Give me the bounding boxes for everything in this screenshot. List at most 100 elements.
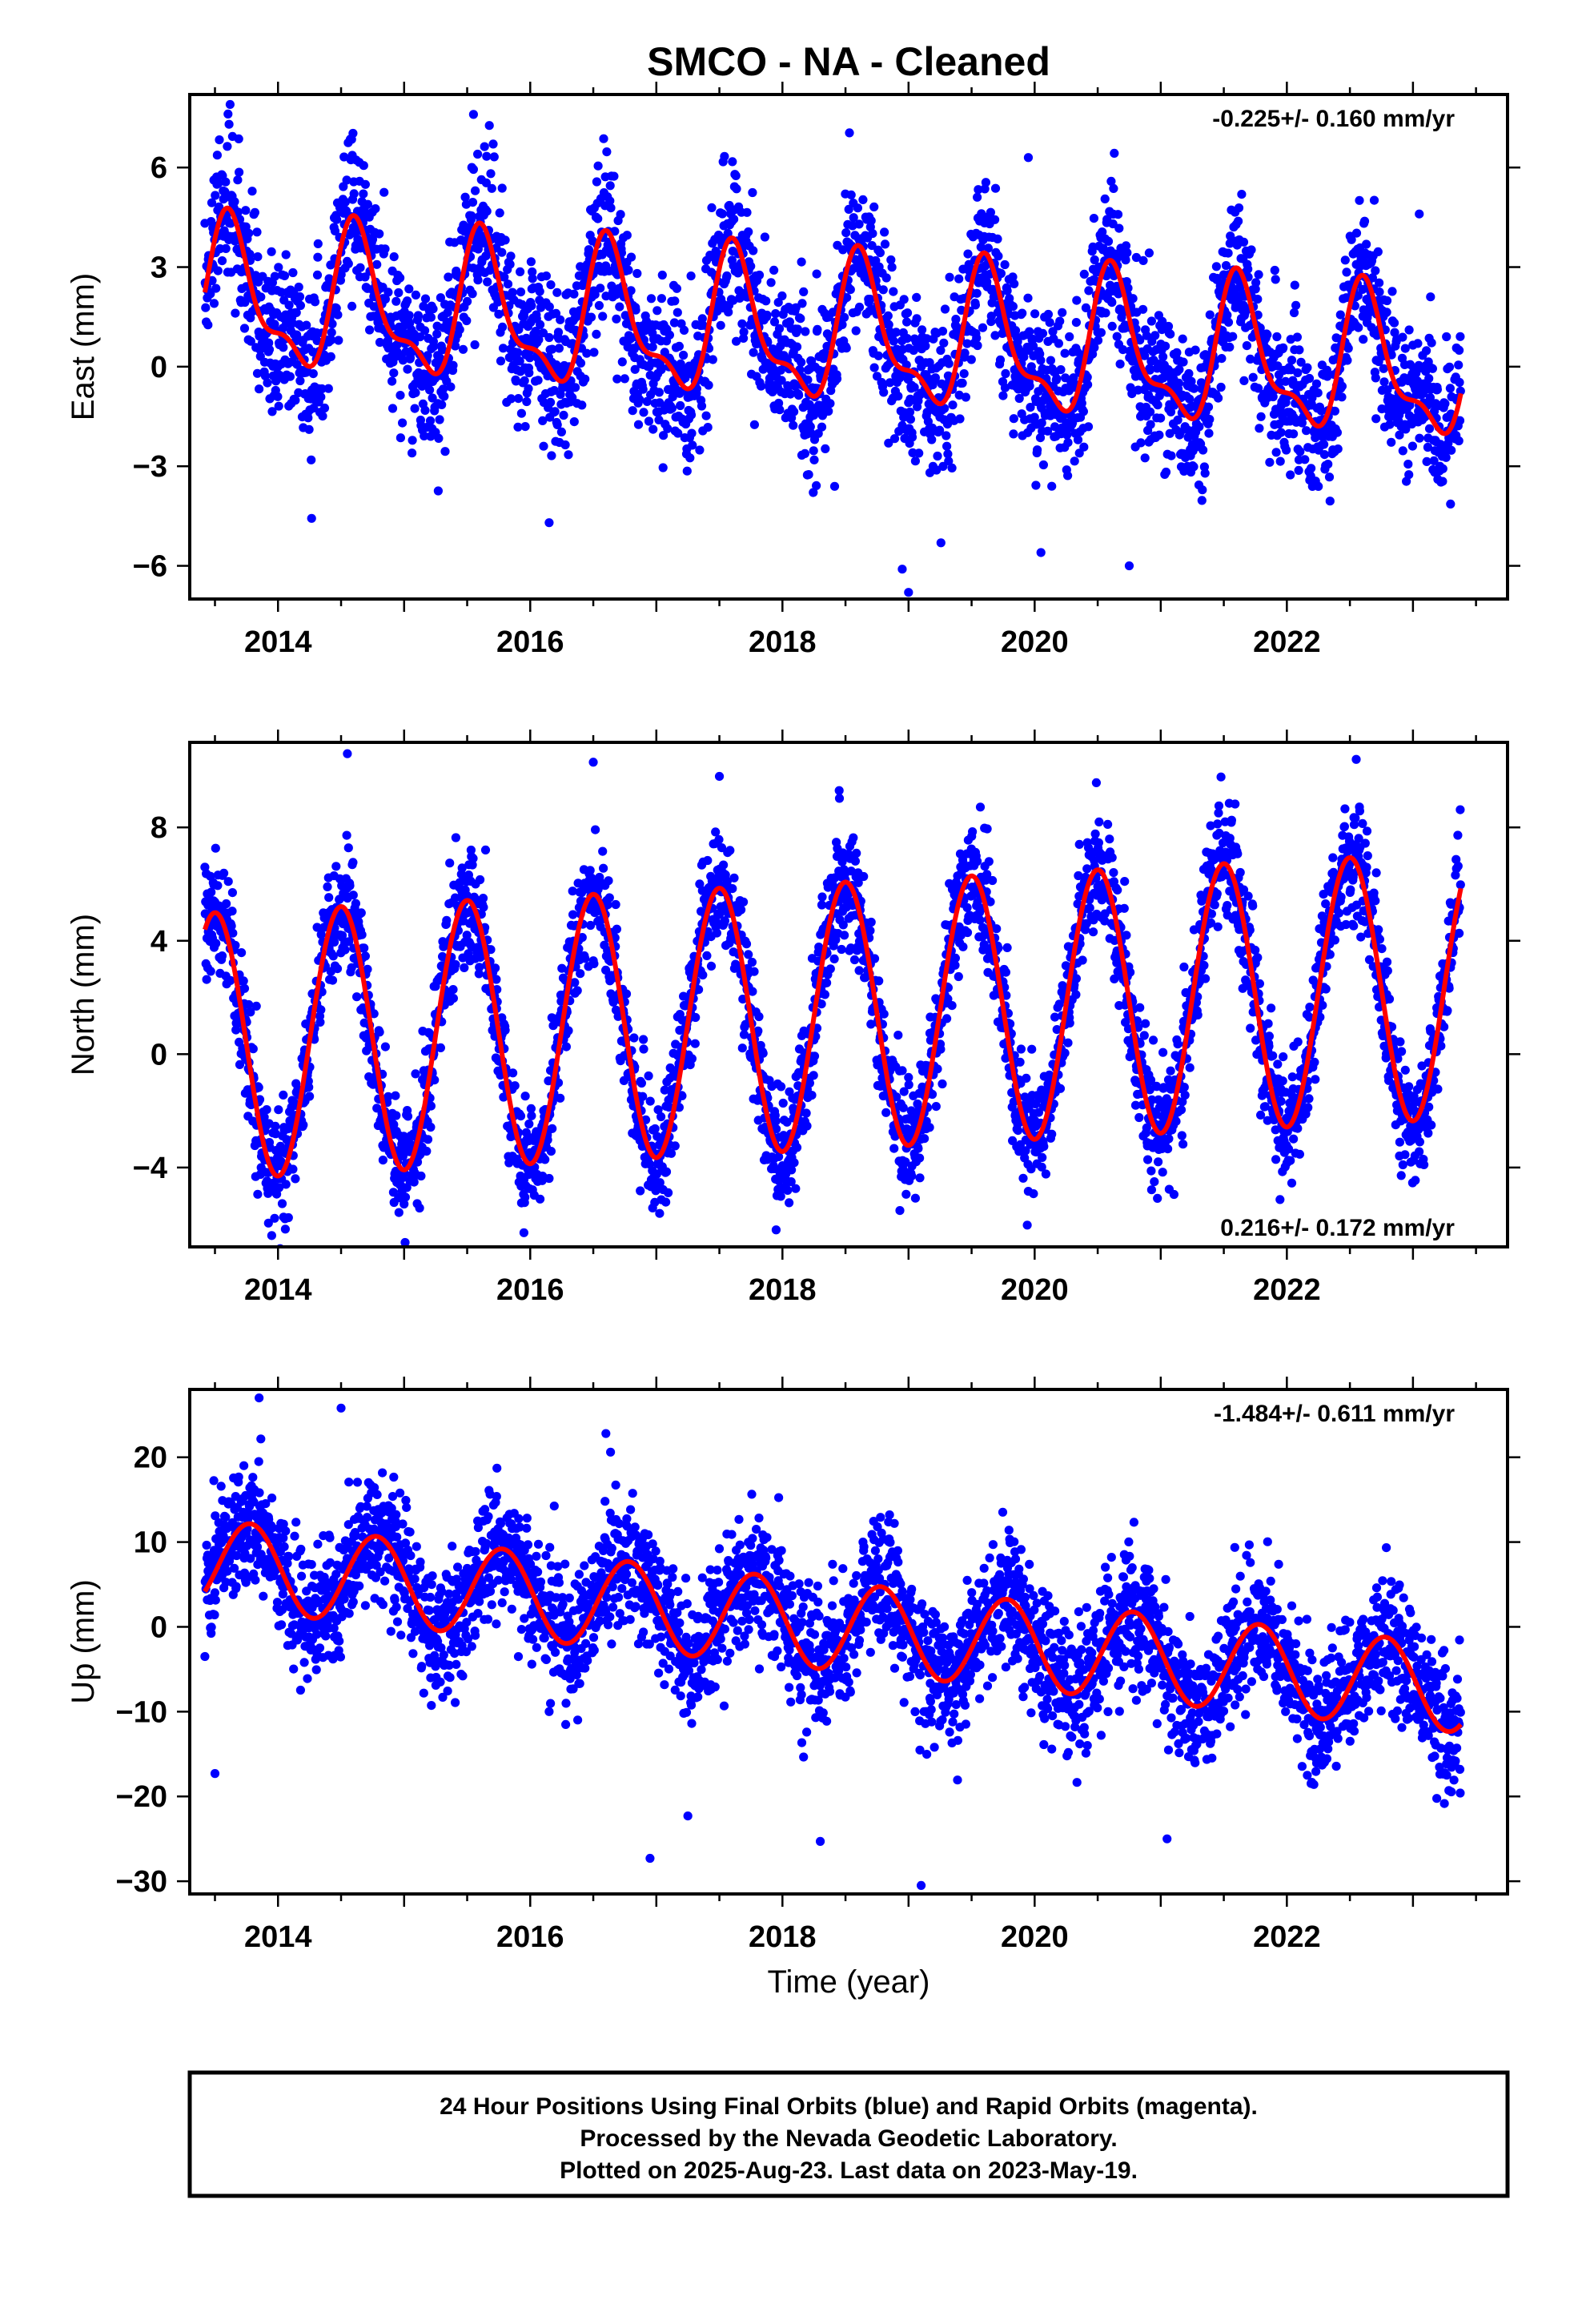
data-point: [500, 1025, 510, 1035]
data-point: [304, 1083, 314, 1092]
data-point: [1197, 496, 1207, 505]
data-point: [1275, 456, 1285, 466]
data-point: [526, 257, 536, 267]
data-point: [206, 967, 215, 976]
data-point: [440, 447, 450, 456]
data-point: [506, 251, 516, 261]
data-point: [1002, 286, 1012, 296]
data-point: [612, 924, 622, 934]
data-point: [359, 943, 369, 953]
data-point: [1398, 446, 1407, 456]
data-point: [1342, 267, 1351, 277]
data-point: [237, 948, 247, 958]
data-point: [260, 371, 270, 380]
data-point: [824, 406, 833, 416]
data-point: [1455, 345, 1464, 355]
data-point: [1205, 310, 1215, 320]
data-point: [1122, 248, 1132, 258]
data-point: [379, 187, 389, 197]
east-y-axis-label: East (mm): [66, 273, 101, 420]
east-panel: East (mm) 2014 2016 2018 2020 2022−6−3036-0.…: [66, 82, 1520, 659]
data-point: [550, 407, 560, 416]
data-point: [1332, 428, 1342, 437]
data-point: [1263, 330, 1272, 340]
data-point: [479, 903, 488, 912]
data-point: [947, 463, 957, 473]
data-point: [1223, 310, 1232, 320]
data-point: [267, 407, 277, 416]
data-point: [1295, 447, 1305, 456]
data-point: [1268, 392, 1278, 402]
data-point: [533, 376, 543, 385]
data-point: [893, 392, 903, 401]
data-point: [1211, 262, 1221, 271]
data-point: [744, 227, 753, 237]
data-point: [656, 364, 666, 375]
data-point: [347, 301, 357, 311]
data-point: [244, 228, 254, 238]
data-point: [1062, 430, 1072, 440]
data-point: [1101, 308, 1110, 318]
data-point: [902, 308, 913, 318]
data-point: [480, 845, 491, 854]
data-point: [809, 488, 818, 497]
data-point: [605, 181, 615, 191]
east-frame-overlay: [188, 93, 1509, 601]
data-point: [546, 397, 556, 407]
data-point: [280, 1224, 290, 1234]
data-point: [832, 374, 842, 384]
data-point: [413, 311, 424, 320]
data-point: [737, 905, 746, 915]
data-point: [438, 384, 448, 394]
data-point: [769, 265, 779, 275]
data-point: [803, 375, 813, 384]
data-point: [631, 305, 640, 315]
data-point: [1036, 356, 1046, 365]
data-point: [704, 380, 713, 390]
data-point: [460, 963, 469, 972]
data-point: [288, 1164, 298, 1174]
north-y-axis-label: North (mm): [66, 914, 101, 1076]
data-point: [642, 396, 652, 406]
data-point: [239, 983, 250, 993]
data-point: [1373, 247, 1383, 256]
data-point: [1183, 425, 1194, 436]
data-point: [620, 374, 629, 384]
data-point: [1307, 393, 1317, 403]
data-point: [503, 279, 513, 289]
data-point: [688, 440, 697, 450]
data-point: [349, 189, 359, 199]
data-point: [423, 1135, 433, 1144]
data-point: [686, 410, 697, 420]
data-point: [1166, 451, 1176, 460]
data-point: [1158, 352, 1168, 362]
data-point: [1045, 318, 1054, 328]
data-point: [416, 332, 425, 342]
data-point: [902, 334, 912, 344]
data-point: [796, 314, 805, 324]
data-point: [486, 169, 496, 179]
data-point: [849, 213, 858, 223]
data-point: [569, 289, 579, 299]
data-point: [1054, 339, 1063, 348]
data-point: [420, 326, 430, 336]
data-point: [420, 294, 431, 304]
data-point: [639, 1044, 648, 1054]
data-point: [233, 207, 243, 217]
data-point: [425, 416, 436, 426]
data-point: [372, 259, 382, 269]
data-point: [1072, 296, 1082, 305]
data-point: [672, 283, 682, 293]
data-point: [679, 325, 689, 335]
data-point: [214, 179, 223, 188]
data-point: [636, 1078, 647, 1088]
data-point: [1316, 406, 1327, 416]
data-point: [1200, 468, 1210, 478]
data-point: [415, 1203, 424, 1213]
y-tick-label: 0: [151, 351, 167, 384]
data-point: [1292, 332, 1302, 342]
data-point: [239, 976, 248, 986]
data-point: [887, 263, 897, 272]
data-point: [679, 350, 689, 360]
data-point: [589, 348, 599, 357]
